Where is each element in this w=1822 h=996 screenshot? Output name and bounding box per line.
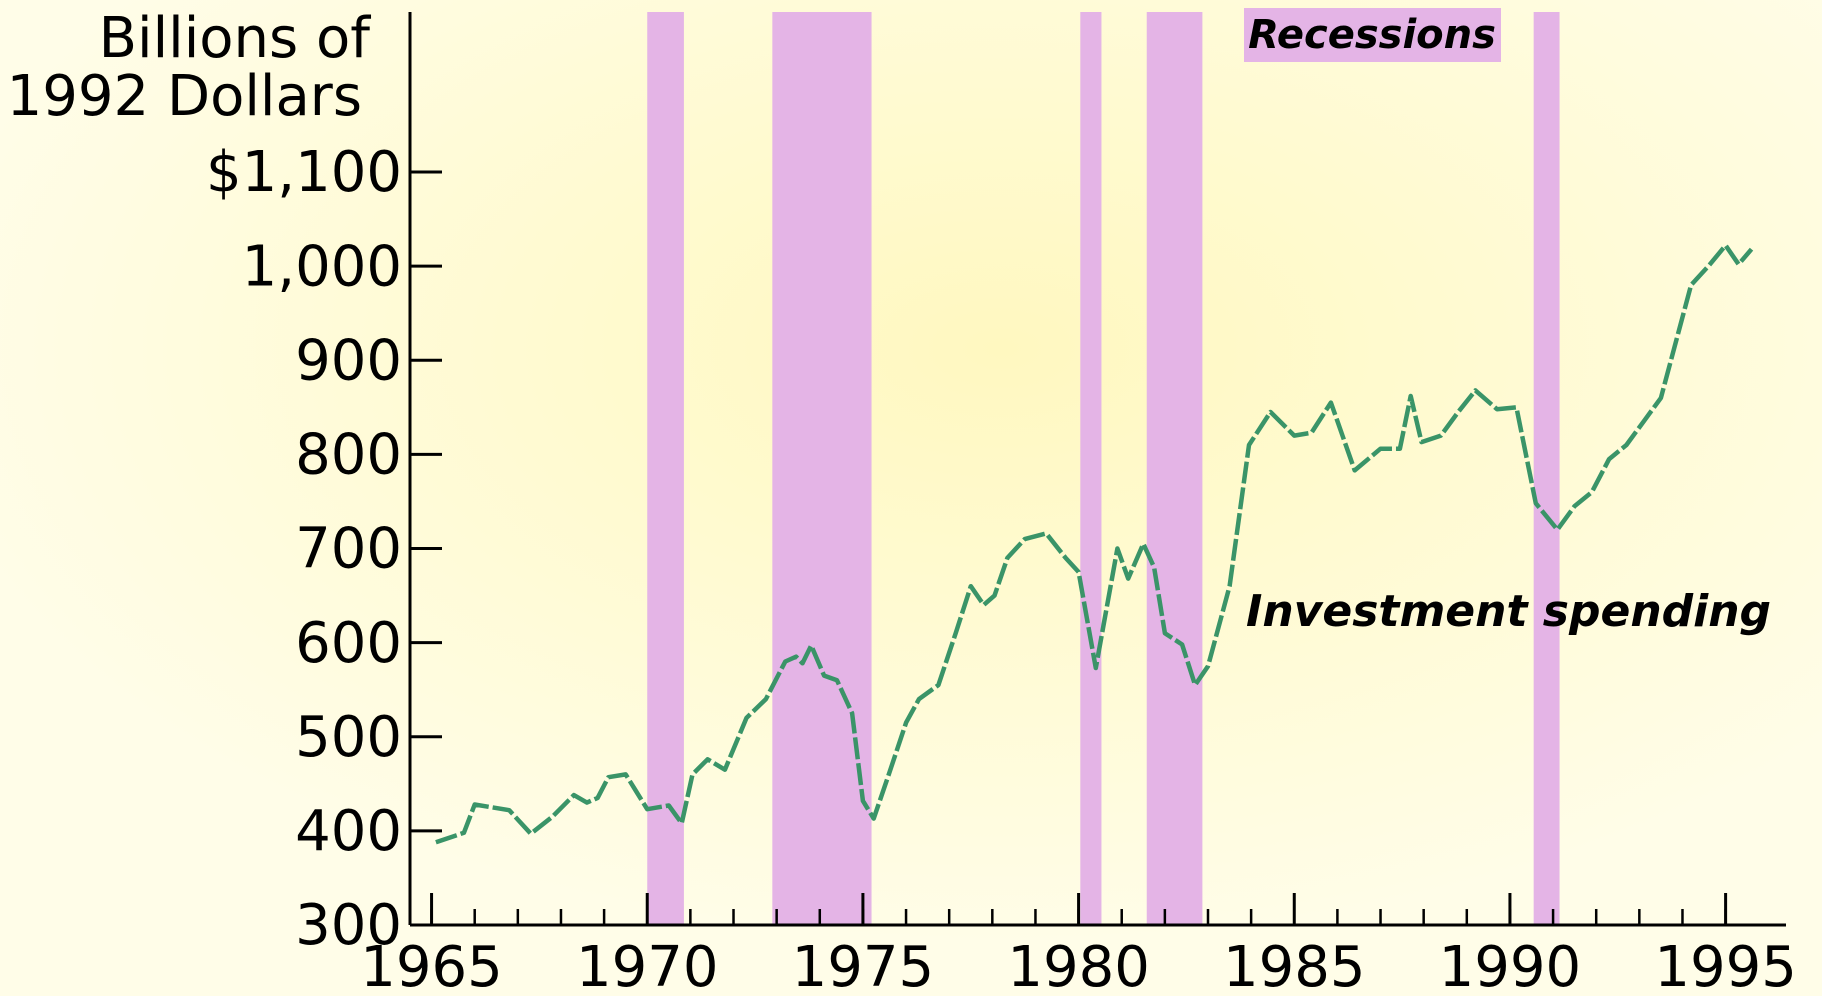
recession-band xyxy=(647,12,684,925)
x-tick-label: 1985 xyxy=(1223,935,1366,996)
y-tick-label: 800 xyxy=(295,423,402,488)
y-tick-label: 300 xyxy=(295,893,402,958)
series-label: Investment spending xyxy=(1246,586,1771,637)
recession-band xyxy=(1146,12,1203,925)
y-axis-title: Billions of xyxy=(99,6,372,71)
x-tick-label: 1975 xyxy=(792,935,935,996)
y-tick-label: 400 xyxy=(295,799,402,864)
x-tick-label: 1990 xyxy=(1439,935,1582,996)
y-tick-label: 700 xyxy=(295,517,402,582)
y-tick-label: 900 xyxy=(295,328,402,393)
x-tick-label: 1980 xyxy=(1007,935,1150,996)
y-tick-label: 500 xyxy=(295,705,402,770)
y-axis-title: 1992 Dollars xyxy=(7,64,362,129)
y-tick-label: $1,100 xyxy=(206,140,402,205)
recession-band xyxy=(772,12,872,925)
legend-label: Recessions xyxy=(1248,12,1496,58)
y-tick-label: 600 xyxy=(295,611,402,676)
data-line xyxy=(435,243,1754,845)
recession-band xyxy=(1080,12,1102,925)
x-tick-label: 1995 xyxy=(1654,935,1797,996)
y-tick-label: 1,000 xyxy=(242,234,402,299)
legend-swatch xyxy=(1244,8,1501,62)
x-tick-label: 1970 xyxy=(576,935,719,996)
recession-band xyxy=(1533,12,1560,925)
x-tick-label: 1965 xyxy=(360,935,503,996)
